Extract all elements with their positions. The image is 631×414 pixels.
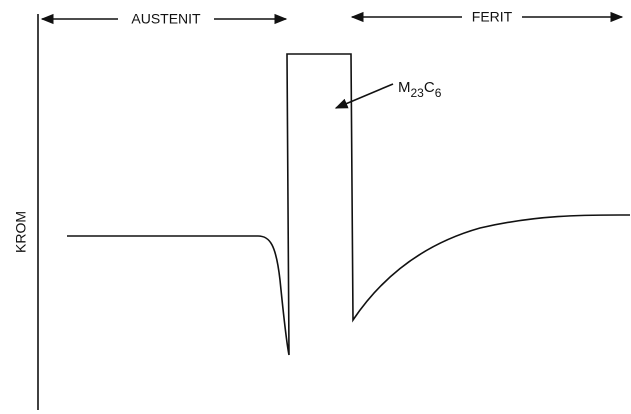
region-label: FERIT	[472, 9, 513, 25]
label-part: 6	[435, 86, 442, 100]
region-label: AUSTENIT	[131, 11, 201, 27]
axis-label: KROM	[13, 211, 29, 253]
precipitate-label: M23C6	[398, 79, 442, 100]
label-part: C	[424, 79, 435, 96]
label-part: 23	[411, 86, 425, 100]
arrow	[334, 83, 394, 109]
chromium-profile	[67, 53, 631, 356]
label-part: M	[398, 79, 411, 96]
